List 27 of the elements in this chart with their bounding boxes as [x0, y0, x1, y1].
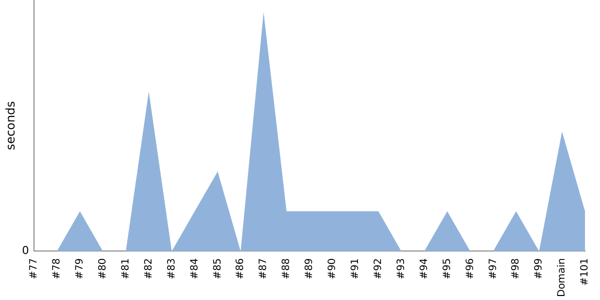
y-axis-title: seconds — [3, 101, 18, 150]
x-tick-label: #91 — [350, 258, 362, 280]
x-tick-label: #92 — [372, 258, 384, 280]
x-tick-label: #78 — [52, 258, 63, 280]
x-tick-label: #94 — [418, 258, 430, 280]
x-tick-label: #96 — [464, 258, 476, 280]
x-tick-label: #93 — [396, 258, 407, 280]
x-tick-label: #83 — [166, 258, 178, 280]
x-tick-label: #90 — [327, 258, 338, 280]
x-tick-label: #84 — [189, 258, 200, 280]
x-tick-label: #79 — [74, 258, 86, 280]
x-tick-label: #95 — [442, 258, 453, 280]
x-tick-label: #97 — [488, 258, 499, 280]
x-tick-label: Domain — [556, 258, 568, 298]
x-tick-label: #85 — [212, 258, 224, 280]
x-tick-label: #87 — [258, 258, 270, 280]
x-tick-label: #99 — [534, 258, 545, 280]
x-tick-label: #86 — [235, 258, 246, 280]
x-tick-label: #82 — [143, 258, 154, 280]
x-tick-label: #77 — [28, 258, 40, 280]
x-tick-label: #81 — [120, 258, 132, 280]
x-tick-label: #101 — [580, 258, 591, 286]
x-tick-label: #98 — [510, 258, 522, 280]
x-tick-label: #88 — [281, 258, 292, 280]
x-tick-label: #89 — [304, 258, 316, 280]
text: 0 — [22, 244, 29, 258]
x-tick-label: #80 — [97, 258, 108, 280]
